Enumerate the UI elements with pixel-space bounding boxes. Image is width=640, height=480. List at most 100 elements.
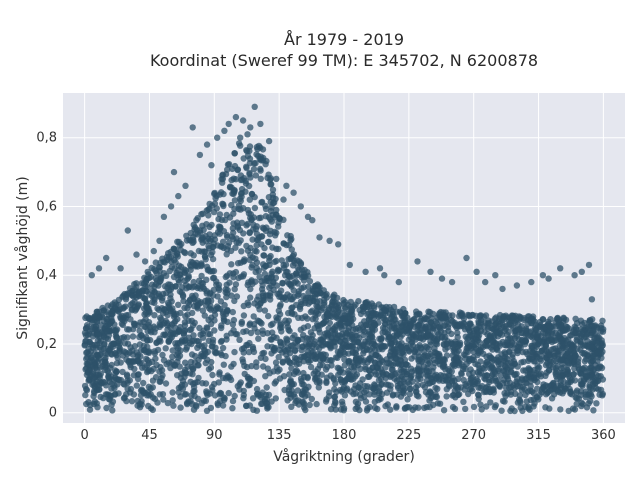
data-point [269,244,276,251]
data-point [238,219,246,226]
data-point [167,307,174,315]
data-point [492,314,500,321]
data-point [327,406,335,413]
data-point [555,332,562,339]
data-point [347,311,354,319]
data-point [200,327,207,334]
data-point [434,358,441,365]
data-point [109,310,116,317]
data-point [120,304,128,311]
data-point [205,266,212,273]
data-point [598,354,605,362]
data-point [482,319,489,326]
data-point [467,366,474,373]
data-point [283,241,290,249]
data-point [123,371,131,378]
data-point [93,318,101,325]
data-point [239,356,246,363]
data-point [433,393,441,401]
data-point [203,407,211,414]
data-point [415,362,423,370]
data-point [211,311,219,318]
data-point [388,366,395,373]
data-point [421,314,429,321]
data-point [315,384,322,391]
data-point [244,299,251,306]
data-point [273,334,280,341]
data-point [216,371,223,378]
data-point [560,383,568,391]
data-point [531,318,538,325]
data-point [380,315,387,322]
data-point [214,400,221,407]
data-point [179,293,187,300]
data-point [559,373,566,380]
data-point [250,377,258,385]
data-point [224,161,232,168]
data-point [167,203,175,210]
data-point [367,334,374,341]
data-point [528,278,535,286]
data-point [191,392,198,400]
x-tick-label: 225 [396,428,421,443]
data-point [117,359,124,366]
data-point [284,355,291,363]
data-point [309,286,316,293]
data-point [470,348,477,356]
data-point [206,200,213,208]
data-point [252,268,259,276]
data-point [149,394,157,401]
data-point [178,337,186,344]
data-point [542,404,549,411]
data-point [473,268,480,275]
data-point [176,363,183,370]
data-point [304,373,311,381]
data-point [134,357,142,364]
data-point [202,248,209,255]
data-point [463,339,471,346]
data-point [323,374,331,381]
data-point [435,377,443,384]
data-point [522,336,529,344]
data-point [571,360,578,368]
data-point [190,252,197,259]
data-point [402,324,410,331]
data-point [599,376,607,383]
data-point [211,392,219,399]
data-point [112,301,120,308]
data-point [268,273,276,281]
data-point [500,357,507,364]
data-point [269,268,276,275]
data-point [187,229,194,237]
data-point [209,339,216,346]
data-point [240,395,247,402]
data-point [281,272,289,279]
data-point [165,337,172,344]
data-point [199,210,206,217]
data-point [552,345,559,352]
y-axis-ticks: 0 0,2 0,4 0,6 0,8 [36,131,57,421]
data-point [234,260,242,267]
data-point [218,351,225,359]
data-point [112,327,119,334]
data-point [455,321,463,328]
data-point [330,376,338,383]
data-point [382,320,389,327]
chart-title-line-2: Koordinat (Sweref 99 TM): E 345702, N 62… [150,51,538,70]
data-point [583,374,590,381]
data-point [253,363,260,370]
data-point [170,402,177,409]
data-point [183,399,191,407]
data-point [331,298,338,306]
data-point [289,304,296,311]
data-point [406,385,413,393]
data-point [164,399,172,407]
data-point [331,343,338,350]
data-point [198,400,205,407]
data-point [244,247,252,254]
data-point [109,407,116,414]
data-point [264,365,272,372]
data-point [271,258,278,266]
data-point [228,261,235,268]
data-point [255,392,262,399]
